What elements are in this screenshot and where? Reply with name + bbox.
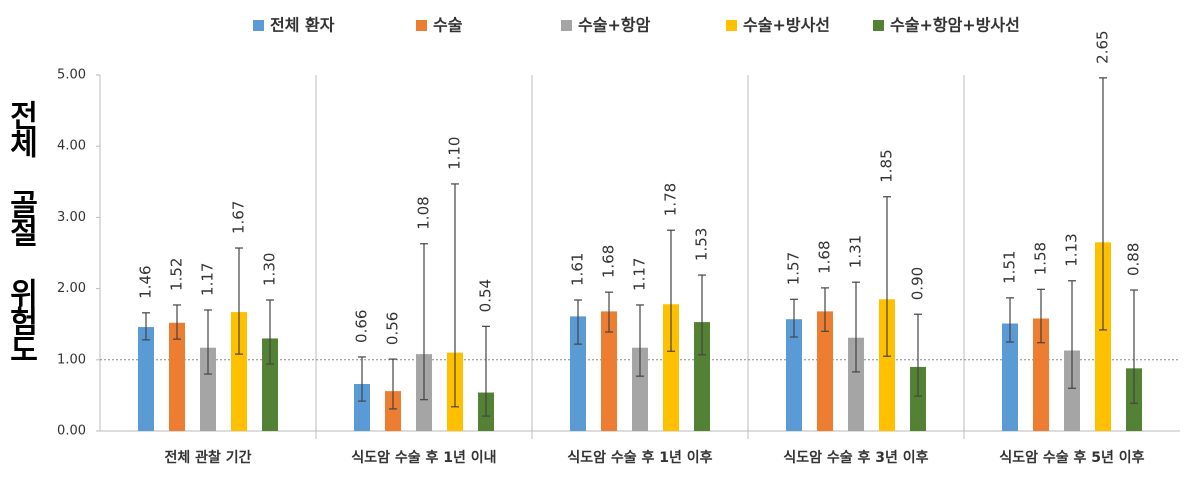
legend-swatch [873,20,884,31]
legend-label: 수술+방사선 [743,16,830,35]
bar [570,316,586,431]
data-label: 1.68 [600,245,618,278]
data-label: 1.08 [415,196,433,229]
data-label: 1.10 [446,137,464,170]
bar [694,322,710,431]
data-label: 1.46 [137,265,155,298]
y-tick-label: 2.00 [57,281,86,296]
legend-swatch [416,20,427,31]
data-label: 1.17 [631,258,649,291]
data-label: 1.17 [199,263,217,296]
bar [910,366,926,431]
bar [1095,242,1111,431]
x-tick-label: 전체 관찰 기간 [164,449,251,466]
data-label: 1.61 [569,253,587,286]
data-label: 1.85 [878,149,896,182]
data-label: 1.51 [1001,250,1019,283]
bar [663,304,679,431]
y-tick-label: 0.00 [57,424,86,439]
bar [169,322,185,431]
x-tick-label: 식도암 수술 후 3년 이후 [783,449,928,466]
legend-swatch [253,20,264,31]
legend-swatch [726,20,737,31]
data-label: 1.58 [1032,242,1050,275]
data-label: 0.88 [1125,243,1143,276]
data-label: 1.13 [1063,233,1081,266]
bar [601,311,617,431]
data-label: 0.54 [477,279,495,312]
bar [632,347,648,431]
data-label: 1.52 [168,258,186,291]
y-tick-label: 5.00 [57,68,86,83]
bar [385,391,401,431]
bar [231,312,247,431]
bar [138,327,154,431]
data-label: 1.53 [693,228,711,261]
x-tick-label: 식도암 수술 후 5년 이후 [999,449,1144,466]
data-label: 1.67 [230,201,248,234]
x-tick-label: 식도암 수술 후 1년 이내 [351,449,496,466]
bar [200,347,216,431]
bar [262,338,278,431]
data-label: 1.78 [662,183,680,216]
legend-label: 수술+항암 [578,16,651,35]
x-tick-label: 식도암 수술 후 1년 이후 [567,449,712,466]
legend-label: 수술+항암+방사선 [890,16,1020,35]
y-tick-label: 3.00 [57,210,86,225]
bar [879,299,895,431]
y-tick-label: 1.00 [57,352,86,367]
data-label: 1.57 [785,252,803,285]
data-label: 0.90 [909,267,927,300]
y-axis-title: 전체 골절 위험도 [3,100,38,362]
bar [1002,323,1018,431]
legend-swatch [561,20,572,31]
legend-label: 수술 [433,16,463,35]
legend-label: 전체 환자 [270,16,335,35]
bar [1064,350,1080,431]
data-label: 1.68 [816,240,834,273]
bar [786,319,802,431]
bar [1033,318,1049,431]
data-label: 1.30 [261,253,279,286]
bar [817,311,833,431]
y-tick-label: 4.00 [57,139,86,154]
bar [354,384,370,431]
data-label: 2.65 [1094,30,1112,63]
data-label: 0.56 [384,312,402,345]
bar [848,337,864,431]
data-label: 1.31 [847,235,865,268]
data-label: 0.66 [353,310,371,343]
